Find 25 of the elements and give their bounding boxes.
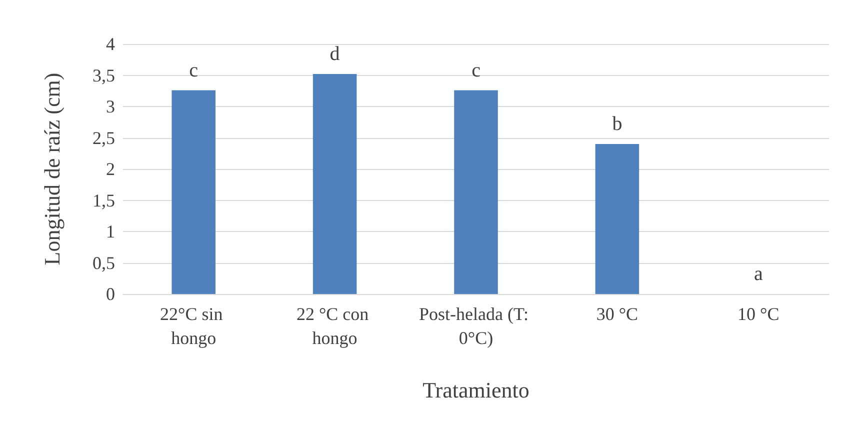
bar bbox=[312, 74, 357, 294]
x-tick-label: 10 °C bbox=[738, 304, 780, 324]
data-label: b bbox=[612, 113, 622, 135]
data-label: a bbox=[754, 263, 763, 285]
data-label: d bbox=[330, 43, 340, 65]
y-tick-label: 3,5 bbox=[92, 65, 115, 86]
y-tick-label: 2,5 bbox=[92, 128, 115, 148]
bar bbox=[172, 90, 216, 294]
y-tick-label: 1,5 bbox=[92, 190, 115, 210]
y-tick-label: 3 bbox=[106, 96, 115, 116]
x-tick-label: Post-helada (T: 0°C) bbox=[418, 304, 534, 348]
data-label: c bbox=[472, 59, 481, 82]
bar bbox=[595, 144, 640, 294]
x-tick-label: 22 °C con hongo bbox=[296, 304, 374, 348]
x-tick-label: 30 °C bbox=[596, 304, 638, 324]
x-axis-title: Tratamiento bbox=[422, 378, 530, 402]
data-label: c bbox=[189, 59, 198, 82]
x-tick-label: 22°C sin hongo bbox=[160, 304, 228, 348]
bar bbox=[454, 90, 498, 294]
y-tick-label: 0 bbox=[106, 284, 115, 304]
y-tick-label: 4 bbox=[106, 34, 115, 54]
y-axis-title: Longitud de raíz (cm) bbox=[40, 72, 64, 266]
y-tick-label: 2 bbox=[106, 159, 115, 179]
y-tick-label: 0,5 bbox=[92, 252, 115, 273]
y-tick-label: 1 bbox=[106, 222, 115, 242]
